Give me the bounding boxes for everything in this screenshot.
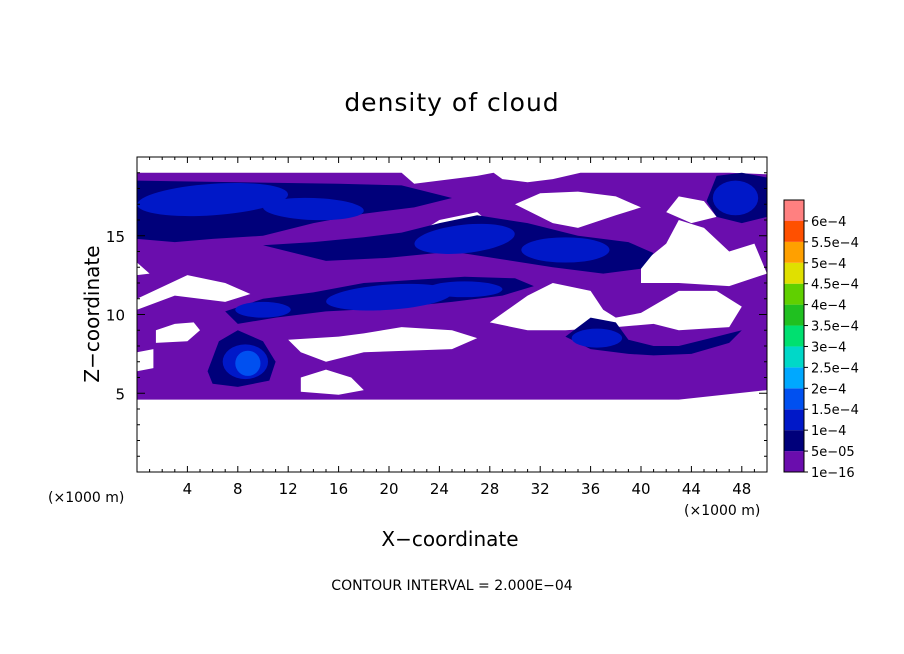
middle-core	[235, 301, 291, 318]
x-tick-label: 8	[233, 480, 243, 498]
middle-core	[326, 283, 452, 311]
upper-core	[263, 197, 364, 221]
y-tick-label: 5	[115, 385, 125, 403]
colorbar-label: 1.5e−4	[811, 403, 859, 418]
upper-mid-core	[521, 237, 610, 263]
colorbar-label: 2.5e−4	[811, 361, 859, 376]
x-axis-label: X−coordinate	[381, 527, 519, 551]
x-tick-label: 36	[581, 480, 600, 498]
colorbar-label: 2e−4	[811, 382, 846, 397]
no-cloud-gap	[666, 196, 717, 224]
x-tick-label: 4	[183, 480, 193, 498]
colorbar-segment	[784, 220, 804, 242]
right-core	[571, 328, 623, 348]
no-cloud-gap	[515, 191, 641, 228]
x-unit-label-left: (×1000 m)	[48, 490, 125, 506]
colorbar-label: 3e−4	[811, 340, 846, 355]
x-tick-label: 28	[480, 480, 499, 498]
no-cloud-gap	[489, 283, 742, 331]
x-unit-label-right: (×1000 m)	[684, 503, 761, 519]
x-tick-label: 44	[682, 480, 701, 498]
colorbar-segment	[784, 409, 804, 431]
colorbar-label: 4e−4	[811, 299, 846, 314]
colorbar-segment	[784, 367, 804, 389]
right-upper-core	[712, 180, 759, 216]
middle-core	[426, 281, 503, 298]
colorbar-segment	[784, 304, 804, 326]
no-cloud-gap	[137, 275, 251, 310]
x-tick-label: 16	[329, 480, 348, 498]
no-cloud-gap	[300, 369, 364, 395]
colorbar-label: 6e−4	[811, 215, 846, 230]
upper-mid-core	[414, 223, 515, 254]
colorbar-frame	[783, 199, 805, 473]
colorbar-label: 4.5e−4	[811, 278, 859, 293]
contour-interval-note: CONTOUR INTERVAL = 2.000E−04	[331, 578, 573, 594]
cloud-density-field	[137, 172, 767, 400]
chart-title: density of cloud	[344, 88, 560, 117]
colorbar-segment	[784, 451, 804, 472]
colorbar-segment	[784, 388, 804, 410]
x-tick-label: 24	[430, 480, 449, 498]
no-cloud-gap	[641, 220, 767, 287]
colorbar-label: 1e−16	[811, 466, 855, 481]
left-core-bright	[235, 350, 261, 376]
colorbar-segment	[784, 346, 804, 368]
colorbar-segment	[784, 262, 804, 284]
colorbar-label: 5e−05	[811, 445, 855, 460]
colorbar-segment	[784, 325, 804, 347]
x-tick-label: 40	[631, 480, 650, 498]
no-cloud-gap	[288, 327, 478, 362]
colorbar-label: 5.5e−4	[811, 236, 859, 251]
x-tick-label: 12	[279, 480, 298, 498]
colorbar-segment	[784, 241, 804, 263]
y-tick-label: 10	[106, 307, 125, 325]
x-tick-label: 48	[732, 480, 751, 498]
colorbar: 1e−16 5e−05 1e−4 1.5e−4 2e−4 2.5e−4 3e−4 3.5e−4…	[783, 199, 859, 481]
colorbar-segment	[784, 200, 804, 221]
colorbar-segment	[784, 283, 804, 305]
y-tick-label: 15	[106, 228, 125, 246]
y-axis-label: Z−coordinate	[80, 245, 104, 383]
colorbar-label: 5e−4	[811, 257, 846, 272]
colorbar-segment	[784, 430, 804, 452]
no-cloud-gap	[155, 322, 200, 343]
x-tick-label: 32	[531, 480, 550, 498]
colorbar-label: 3.5e−4	[811, 320, 859, 335]
upper-core	[137, 182, 289, 217]
x-tick-label: 20	[379, 480, 398, 498]
colorbar-label: 1e−4	[811, 424, 846, 439]
